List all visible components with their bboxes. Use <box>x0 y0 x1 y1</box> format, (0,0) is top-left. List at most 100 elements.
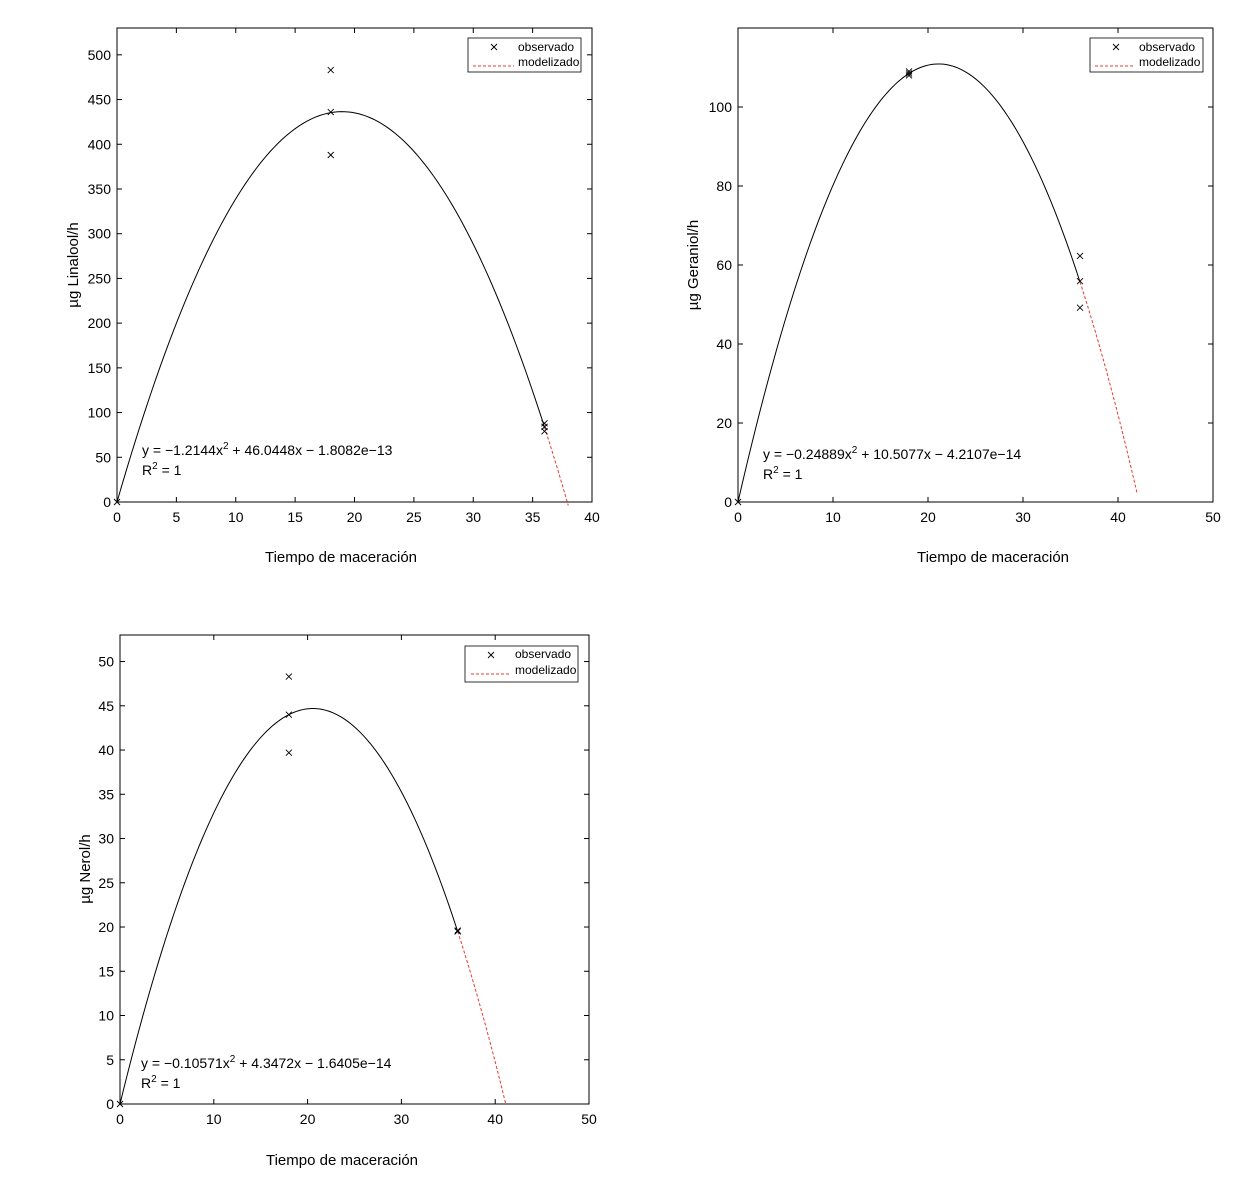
fit-curve <box>119 708 459 1105</box>
fit-equation: y = −0.10571x2 + 4.3472x − 1.6405e−14 <box>141 1054 392 1071</box>
observed-point <box>905 72 913 79</box>
y-axis-label: µg Linalool/h <box>65 222 82 307</box>
observed-point <box>541 428 548 435</box>
x-tick-label: 30 <box>465 509 481 525</box>
y-tick-label: 40 <box>98 742 114 758</box>
x-tick-label: 10 <box>228 509 244 525</box>
plot-frame <box>116 27 593 503</box>
axis-ticks: 0 10 20 30 40 50 0 20 40 60 80 100 <box>709 28 1221 525</box>
y-axis-label: µg Geraniol/h <box>685 220 702 310</box>
x-tick-label: 50 <box>1205 509 1221 525</box>
y-tick-label: 15 <box>98 963 114 979</box>
observed-points <box>116 673 461 1108</box>
x-tick-label: 40 <box>1110 509 1126 525</box>
plot-frame <box>737 27 1214 503</box>
y-tick-label: 50 <box>95 449 111 465</box>
x-tick-label: 15 <box>287 509 303 525</box>
plot-frame <box>119 634 590 1105</box>
observed-point <box>285 673 293 680</box>
y-tick-label: 100 <box>88 405 112 421</box>
chart-linalool: 0 5 10 15 20 25 30 35 40050100150200250300350400… <box>65 27 600 566</box>
observed-point <box>905 70 913 77</box>
y-tick-label: 150 <box>88 360 112 376</box>
y-tick-label: 0 <box>103 494 111 510</box>
x-tick-label: 5 <box>172 509 180 525</box>
legend-label-modeled: modelizado <box>518 55 580 69</box>
x-tick-label: 0 <box>734 509 742 525</box>
y-tick-label: 40 <box>716 336 732 352</box>
y-tick-label: 20 <box>98 919 114 935</box>
y-tick-label: 250 <box>88 270 112 286</box>
y-tick-label: 300 <box>88 226 112 242</box>
observed-point <box>734 498 742 506</box>
observed-point <box>116 1100 124 1108</box>
axis-ticks: 0 10 20 30 40 50 0 5 10 15 20 25 30 35 40 45 50 <box>98 635 597 1127</box>
legend: observado modelizado <box>467 37 582 73</box>
x-tick-label: 0 <box>116 1111 124 1127</box>
modeled-curve <box>1079 281 1138 494</box>
x-tick-label: 20 <box>347 509 363 525</box>
observed-points <box>734 68 1084 506</box>
x-tick-label: 10 <box>206 1111 222 1127</box>
legend-label-observed: observado <box>518 40 574 54</box>
legend-label-observed: observado <box>1139 40 1195 54</box>
r-squared: R2 = 1 <box>142 461 182 478</box>
observed-point <box>1076 252 1084 260</box>
x-axis-label: Tiempo de maceración <box>917 549 1069 566</box>
x-tick-label: 40 <box>584 509 600 525</box>
r-squared: R2 = 1 <box>141 1074 181 1091</box>
y-tick-label: 500 <box>88 47 112 63</box>
y-tick-label: 350 <box>88 181 112 197</box>
x-tick-label: 25 <box>406 509 422 525</box>
fit-equation: y = −0.24889x2 + 10.5077x − 4.2107e−14 <box>763 445 1021 462</box>
modeled-curve <box>457 931 507 1104</box>
legend-label-modeled: modelizado <box>1139 55 1201 69</box>
y-tick-label: 20 <box>716 415 732 431</box>
y-tick-label: 35 <box>98 786 114 802</box>
x-tick-label: 50 <box>581 1111 597 1127</box>
observed-point <box>454 927 461 934</box>
legend: observado modelizado <box>464 645 579 683</box>
x-tick-label: 35 <box>525 509 541 525</box>
observed-point <box>327 66 335 74</box>
modeled-curve <box>544 426 569 506</box>
y-tick-label: 5 <box>106 1052 114 1068</box>
legend-marker-observed <box>490 43 498 51</box>
observed-point <box>1076 304 1084 311</box>
y-tick-label: 10 <box>98 1008 114 1024</box>
legend-label-observed: observado <box>515 647 571 661</box>
observed-point <box>285 711 293 718</box>
observed-point <box>285 749 293 757</box>
x-tick-label: 40 <box>487 1111 503 1127</box>
legend-marker-observed <box>487 651 495 659</box>
x-axis-label: Tiempo de maceración <box>266 1152 418 1169</box>
y-tick-label: 200 <box>88 315 112 331</box>
y-tick-label: 60 <box>716 257 732 273</box>
legend: observado modelizado <box>1089 37 1204 73</box>
y-tick-label: 0 <box>106 1096 114 1112</box>
x-tick-label: 10 <box>825 509 841 525</box>
y-tick-label: 80 <box>716 178 732 194</box>
x-tick-label: 0 <box>113 509 121 525</box>
y-tick-label: 25 <box>98 875 114 891</box>
observed-point <box>1076 277 1084 285</box>
y-tick-label: 30 <box>98 831 114 847</box>
observed-point <box>113 498 121 506</box>
legend-box <box>467 37 582 73</box>
y-tick-label: 0 <box>724 494 732 510</box>
chart-nerol: 0 10 20 30 40 50 0 5 10 15 20 25 30 35 40 45 50 Tiempo d… <box>77 634 597 1169</box>
legend-marker-observed <box>1112 43 1120 51</box>
x-tick-label: 20 <box>300 1111 316 1127</box>
r-squared: R2 = 1 <box>763 465 803 482</box>
y-tick-label: 50 <box>98 654 114 670</box>
fit-curve <box>737 63 1081 503</box>
curves <box>119 708 507 1105</box>
observed-point <box>454 928 461 935</box>
x-axis-label: Tiempo de maceración <box>265 549 417 566</box>
x-tick-label: 20 <box>920 509 936 525</box>
y-tick-label: 100 <box>709 99 733 115</box>
observed-point <box>327 108 335 116</box>
legend-box <box>1089 37 1204 73</box>
fit-equation: y = −1.2144x2 + 46.0448x − 1.8082e−13 <box>142 441 393 458</box>
x-tick-label: 30 <box>394 1111 410 1127</box>
